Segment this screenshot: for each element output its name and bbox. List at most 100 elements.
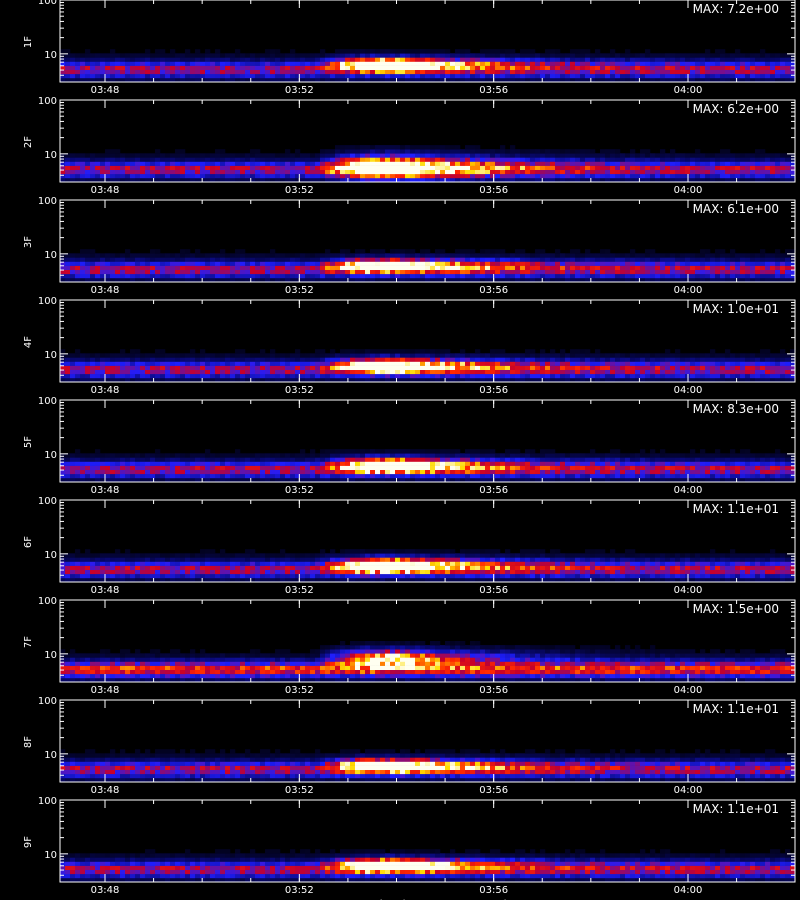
heatmap-cell bbox=[620, 73, 626, 79]
heatmap-cell bbox=[525, 349, 531, 354]
heatmap-cell bbox=[355, 161, 361, 166]
heatmap-cell bbox=[110, 465, 116, 470]
heatmap-cell bbox=[575, 349, 581, 354]
heatmap-cell bbox=[515, 149, 521, 154]
heatmap-cell bbox=[75, 369, 81, 375]
heatmap-cell bbox=[425, 373, 431, 379]
heatmap-cell bbox=[755, 277, 761, 283]
heatmap-cell bbox=[155, 457, 161, 462]
heatmap-cell bbox=[645, 161, 651, 166]
heatmap-cell bbox=[80, 273, 86, 279]
heatmap-cell bbox=[180, 477, 186, 483]
heatmap-cell bbox=[725, 173, 731, 179]
heatmap-cell bbox=[380, 365, 386, 370]
heatmap-cell bbox=[370, 157, 376, 162]
heatmap-cell bbox=[510, 357, 516, 362]
heatmap-cell bbox=[335, 357, 341, 362]
heatmap-cell bbox=[415, 361, 421, 366]
heatmap-cell bbox=[170, 357, 176, 362]
heatmap-cell bbox=[770, 265, 776, 270]
heatmap-cell bbox=[490, 269, 496, 275]
heatmap-cell bbox=[175, 157, 181, 162]
heatmap-cell bbox=[615, 161, 621, 166]
heatmap-cell bbox=[755, 373, 761, 379]
heatmap-cell bbox=[135, 273, 141, 279]
heatmap-cell bbox=[750, 53, 756, 58]
heatmap-cell bbox=[105, 57, 111, 62]
heatmap-cell bbox=[160, 361, 166, 366]
heatmap-cell bbox=[530, 273, 536, 279]
heatmap-cell bbox=[135, 477, 141, 483]
heatmap-cell bbox=[440, 169, 446, 175]
heatmap-cell bbox=[450, 177, 456, 183]
heatmap-cell bbox=[320, 69, 326, 75]
heatmap-cell bbox=[715, 57, 721, 62]
heatmap-cell bbox=[460, 277, 466, 283]
heatmap-cell bbox=[215, 49, 221, 54]
heatmap-cell bbox=[80, 65, 86, 70]
heatmap-cell bbox=[500, 49, 506, 54]
heatmap-cell bbox=[390, 369, 396, 375]
heatmap-cell bbox=[75, 265, 81, 270]
heatmap-cell bbox=[110, 369, 116, 375]
heatmap-cell bbox=[275, 269, 281, 275]
heatmap-cell bbox=[695, 257, 701, 262]
heatmap-cell bbox=[115, 477, 121, 483]
heatmap-cell bbox=[480, 49, 486, 54]
heatmap-cell bbox=[310, 157, 316, 162]
heatmap-cell bbox=[290, 265, 296, 270]
heatmap-cell bbox=[475, 73, 481, 79]
heatmap-cell bbox=[430, 73, 436, 79]
heatmap-cell bbox=[775, 257, 781, 262]
heatmap-cell bbox=[275, 61, 281, 66]
heatmap-cell bbox=[270, 57, 276, 62]
heatmap-cell bbox=[535, 261, 541, 266]
heatmap-cell bbox=[525, 253, 531, 258]
heatmap-cell bbox=[330, 357, 336, 362]
heatmap-cell bbox=[780, 169, 786, 175]
heatmap-cell bbox=[760, 57, 766, 62]
heatmap-cell bbox=[750, 153, 756, 158]
heatmap-cell bbox=[135, 453, 141, 458]
heatmap-cell bbox=[150, 473, 156, 479]
heatmap-cell bbox=[295, 53, 301, 58]
x-tick-label: 03:48 bbox=[91, 385, 120, 396]
heatmap-cell bbox=[540, 269, 546, 275]
heatmap-cell bbox=[660, 377, 666, 383]
heatmap-cell bbox=[175, 373, 181, 379]
heatmap-cell bbox=[355, 169, 361, 175]
heatmap-cell bbox=[220, 157, 226, 162]
heatmap-cell bbox=[555, 69, 561, 75]
heatmap-cell bbox=[225, 173, 231, 179]
heatmap-cell bbox=[590, 253, 596, 258]
heatmap-cell bbox=[630, 277, 636, 283]
heatmap-cell bbox=[785, 357, 791, 362]
heatmap-cell bbox=[370, 145, 376, 150]
heatmap-cell bbox=[630, 61, 636, 66]
heatmap-cell bbox=[225, 277, 231, 283]
heatmap-cell bbox=[155, 469, 161, 475]
heatmap-cell bbox=[175, 161, 181, 166]
heatmap-cell bbox=[70, 69, 76, 75]
heatmap-cell bbox=[60, 349, 66, 354]
heatmap-cell bbox=[710, 349, 716, 354]
heatmap-cell bbox=[210, 161, 216, 166]
heatmap-cell bbox=[400, 269, 406, 275]
heatmap-cell bbox=[555, 177, 561, 183]
heatmap-cell bbox=[295, 177, 301, 183]
heatmap-cell bbox=[640, 253, 646, 258]
heatmap-cell bbox=[375, 377, 381, 383]
heatmap-cell bbox=[575, 57, 581, 62]
heatmap-cell bbox=[400, 165, 406, 170]
heatmap-cell bbox=[120, 57, 126, 62]
heatmap-cell bbox=[170, 269, 176, 275]
heatmap-cell bbox=[315, 77, 321, 83]
heatmap-cell bbox=[775, 273, 781, 279]
heatmap-cell bbox=[230, 165, 236, 170]
heatmap-cell bbox=[700, 377, 706, 383]
heatmap-cell bbox=[490, 257, 496, 262]
heatmap-cell bbox=[420, 153, 426, 158]
heatmap-cell bbox=[70, 457, 76, 462]
heatmap-cell bbox=[115, 61, 121, 66]
heatmap-cell bbox=[210, 265, 216, 270]
